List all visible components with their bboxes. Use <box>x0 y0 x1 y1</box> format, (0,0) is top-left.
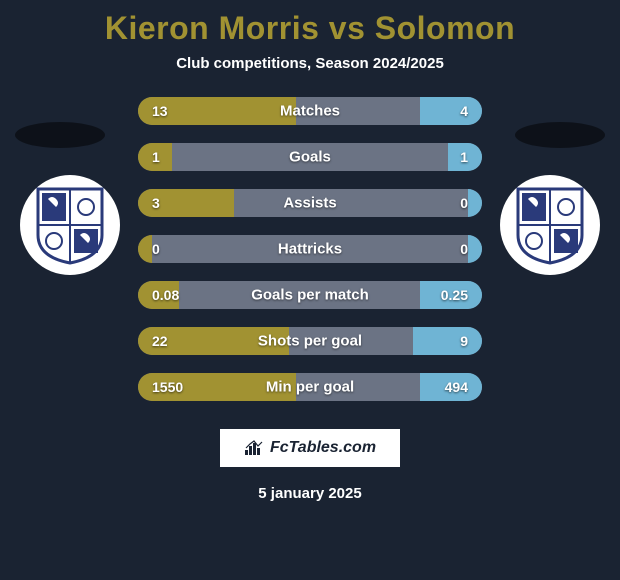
stat-value-left: 13 <box>152 103 168 119</box>
stat-label: Goals <box>289 149 331 166</box>
club-crest-right <box>500 175 600 275</box>
shield-icon <box>34 185 106 265</box>
stat-value-left: 3 <box>152 195 160 211</box>
stat-label: Assists <box>283 195 336 212</box>
stat-value-left: 0.08 <box>152 287 179 303</box>
shadow-left <box>15 122 105 148</box>
stat-label: Hattricks <box>278 241 342 258</box>
bar-chart-icon <box>244 440 264 456</box>
bar-segment-right <box>468 189 482 217</box>
stat-value-left: 0 <box>152 241 160 257</box>
stat-value-right: 0 <box>460 241 468 257</box>
bar-segment-mid <box>234 189 468 217</box>
bar-segment-left <box>138 235 152 263</box>
comparison-title: Kieron Morris vs Solomon <box>105 10 515 47</box>
stat-label: Shots per goal <box>258 333 362 350</box>
stat-value-right: 0 <box>460 195 468 211</box>
stat-row: Min per goal 1550 494 <box>138 373 482 401</box>
stat-row: Goals per match 0.08 0.25 <box>138 281 482 309</box>
stat-row: Assists 3 0 <box>138 189 482 217</box>
stat-row: Goals 1 1 <box>138 143 482 171</box>
stat-bars: Matches 13 4 Goals 1 1 Assists 3 0 Hattricks 0 0 Goa… <box>138 97 482 401</box>
generation-date: 5 january 2025 <box>258 485 361 502</box>
bar-segment-right <box>413 327 482 355</box>
stat-value-right: 494 <box>445 379 468 395</box>
stat-value-right: 4 <box>460 103 468 119</box>
stat-row: Matches 13 4 <box>138 97 482 125</box>
shadow-right <box>515 122 605 148</box>
footer-brand-text: FcTables.com <box>270 439 376 457</box>
bar-segment-right <box>468 235 482 263</box>
shield-icon <box>514 185 586 265</box>
stat-label: Matches <box>280 103 340 120</box>
stat-row: Hattricks 0 0 <box>138 235 482 263</box>
stat-value-right: 1 <box>460 149 468 165</box>
stat-value-left: 22 <box>152 333 168 349</box>
stat-value-left: 1 <box>152 149 160 165</box>
bar-segment-right <box>420 97 482 125</box>
club-crest-left <box>20 175 120 275</box>
footer-brand-badge: FcTables.com <box>220 429 400 467</box>
comparison-subtitle: Club competitions, Season 2024/2025 <box>176 55 444 72</box>
stat-value-right: 9 <box>460 333 468 349</box>
stat-label: Min per goal <box>266 379 354 396</box>
stat-value-left: 1550 <box>152 379 183 395</box>
stat-label: Goals per match <box>251 287 369 304</box>
stat-row: Shots per goal 22 9 <box>138 327 482 355</box>
stat-value-right: 0.25 <box>441 287 468 303</box>
